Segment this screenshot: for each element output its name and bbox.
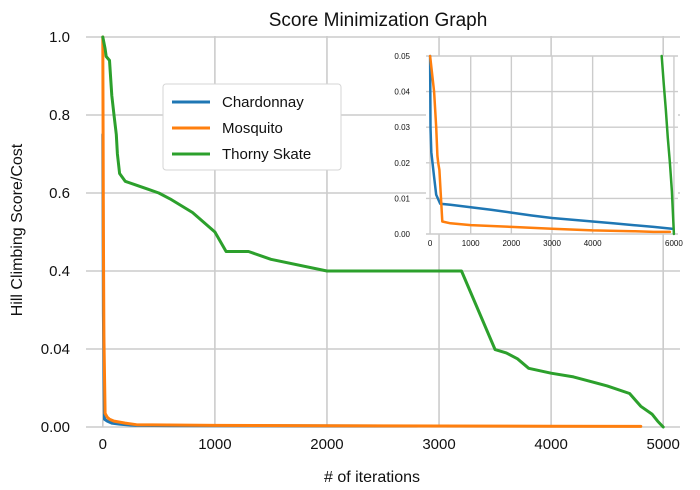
y-tick-label-0-6: 0.6 xyxy=(49,185,70,202)
x-tick-label-4000: 4000 xyxy=(534,436,567,453)
legend-label-chardonnay: Chardonnay xyxy=(222,94,304,111)
x-tick-label-2000: 2000 xyxy=(310,436,343,453)
x-axis-label: # of iterations xyxy=(324,469,420,486)
y-tick-label-0-4: 0.4 xyxy=(49,263,70,280)
chart-title: Score Minimization Graph xyxy=(269,10,488,31)
x-tick-label-1000: 1000 xyxy=(198,436,231,453)
inset-x-tick-label-0: 0 xyxy=(428,239,433,248)
x-tick-label-0: 0 xyxy=(99,436,107,453)
inset-y-tick-label-0-00: 0.00 xyxy=(394,230,410,239)
y-tick-label-0-00: 0.00 xyxy=(41,419,70,436)
inset-y-tick-label-0-01: 0.01 xyxy=(394,194,410,203)
x-tick-label-5000: 5000 xyxy=(647,436,680,453)
inset-y-tick-label-0-04: 0.04 xyxy=(394,88,410,97)
inset-y-tick-label-0-05: 0.05 xyxy=(394,52,410,61)
inset-series-line-chardonnay xyxy=(428,54,674,230)
series-line-thorny-skate xyxy=(101,35,665,429)
y-axis-label: Hill Climbing Score/Cost xyxy=(9,143,26,316)
y-tick-label-1-0: 1.0 xyxy=(49,29,70,46)
inset-x-tick-label-2000: 2000 xyxy=(502,239,520,248)
inset-y-tick-label-0-03: 0.03 xyxy=(394,123,410,132)
inset-x-tick-label-1000: 1000 xyxy=(462,239,480,248)
legend-box xyxy=(162,83,342,171)
inset-series-line-mosquito xyxy=(428,54,672,234)
main-x-ticks: 0 1000 2000 3000 4000 5000 xyxy=(99,436,680,453)
x-tick-label-3000: 3000 xyxy=(422,436,455,453)
inset-series-lines xyxy=(428,54,676,236)
inset-x-tick-label-3000: 3000 xyxy=(543,239,561,248)
inset-x-tick-label-6000: 6000 xyxy=(665,239,683,248)
inset-y-tick-label-0-02: 0.02 xyxy=(394,159,410,168)
series-line-mosquito xyxy=(101,35,643,428)
inset-chart: 0 1000 2000 3000 4000 6000 0.000.010.020.030.… xyxy=(394,52,683,248)
inset-x-tick-label-4000: 4000 xyxy=(584,239,602,248)
legend-label-thorny-skate: Thorny Skate xyxy=(222,146,311,163)
main-y-ticks: 0.00 0.04 0.4 0.6 0.8 1.0 xyxy=(41,29,70,436)
inset-y-ticks: 0.00 0.01 0.02 0.03 0.04 0.05 xyxy=(394,52,410,239)
legend-label-mosquito: Mosquito xyxy=(222,120,283,137)
inset-series-line-thorny-skate xyxy=(660,54,676,236)
legend: Chardonnay Mosquito Thorny Skate xyxy=(162,83,342,171)
inset-x-ticks: 0 1000 2000 3000 4000 6000 xyxy=(428,239,684,248)
y-tick-label-0-8: 0.8 xyxy=(49,107,70,124)
main-series-lines xyxy=(101,35,665,429)
y-tick-label-0-04: 0.04 xyxy=(41,341,70,358)
